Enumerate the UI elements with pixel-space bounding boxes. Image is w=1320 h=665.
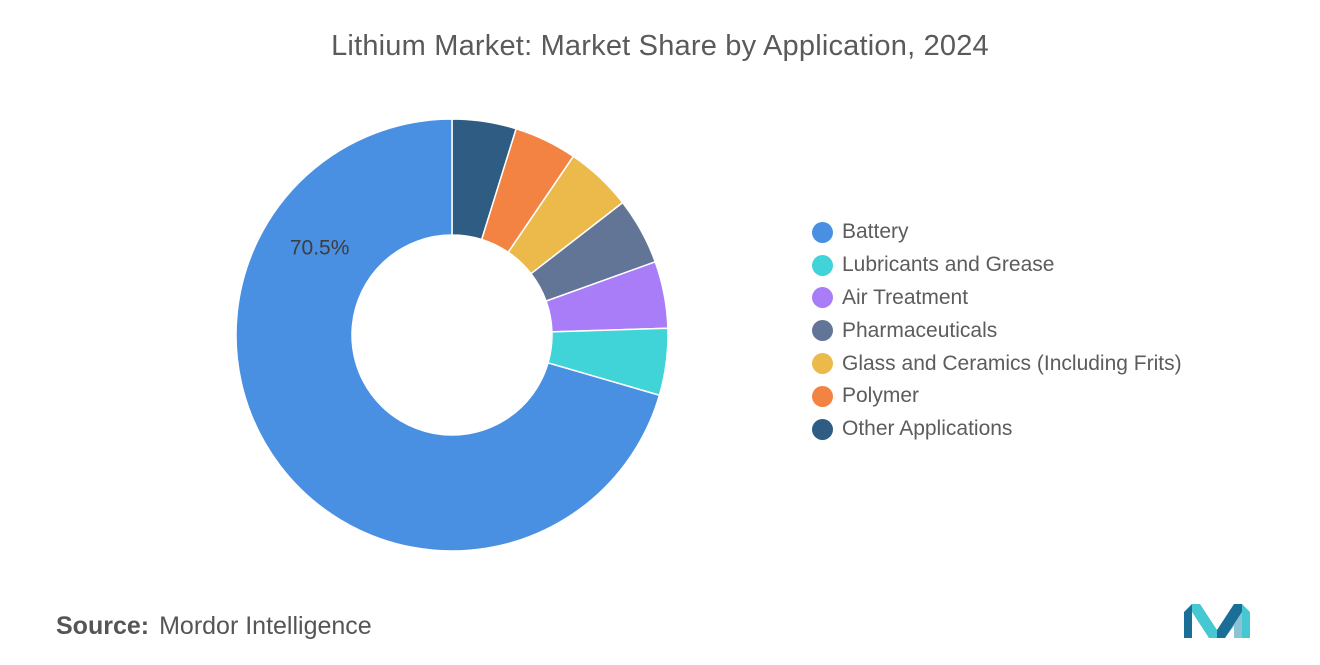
legend-label: Battery	[842, 220, 909, 244]
legend-swatch	[812, 385, 833, 407]
legend-item: Air Treatment	[812, 282, 1252, 315]
legend-label: Other Applications	[842, 417, 1013, 441]
legend-item: Battery	[812, 216, 1252, 249]
legend-label: Glass and Ceramics (Including Frits)	[842, 351, 1182, 375]
source-note: Source: Mordor Intelligence	[56, 612, 372, 641]
legend-swatch	[812, 320, 833, 342]
legend-item: Pharmaceuticals	[812, 314, 1252, 347]
legend-label: Air Treatment	[842, 285, 969, 309]
legend-swatch	[812, 353, 833, 375]
legend-swatch	[812, 221, 833, 243]
legend-label: Pharmaceuticals	[842, 318, 998, 342]
slice-battery	[235, 118, 661, 552]
legend-label: Polymer	[842, 384, 920, 408]
legend-item: Polymer	[812, 380, 1252, 413]
source-name: Mordor Intelligence	[159, 612, 372, 640]
mordor-intelligence-logo	[1184, 604, 1250, 638]
chart-title: Lithium Market: Market Share by Applicat…	[331, 30, 989, 62]
legend-label: Lubricants and Grease	[842, 253, 1055, 277]
legend-swatch	[812, 287, 833, 309]
legend-item: Other Applications	[812, 413, 1252, 446]
source-prefix: Source:	[56, 612, 150, 640]
legend-item: Glass and Ceramics (Including Frits)	[812, 347, 1252, 380]
legend-swatch	[812, 254, 833, 276]
legend-swatch	[812, 418, 833, 440]
slice-label-battery: 70.5%	[290, 236, 350, 259]
chart-legend: Battery Lubricants and Grease Air Treatmen…	[812, 216, 1252, 446]
legend-item: Lubricants and Grease	[812, 249, 1252, 282]
